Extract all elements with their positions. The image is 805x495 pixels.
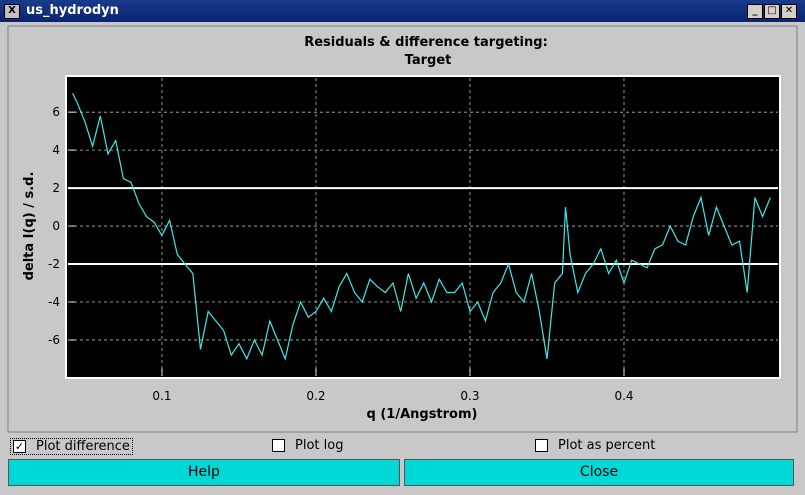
x-axis-label: q (1/Angstrom) — [367, 407, 478, 422]
button[interactable]: Close — [404, 459, 794, 486]
x-tick-label: 0.3 — [460, 389, 479, 403]
data-line — [72, 92, 771, 361]
x-tick-label: 0.2 — [306, 389, 325, 403]
button[interactable]: Help — [8, 459, 400, 486]
y-tick-label: 0 — [52, 219, 60, 233]
chart-title: Residuals & difference targeting: — [304, 35, 548, 50]
plot-area — [65, 75, 781, 379]
checkbox-label: Plot difference — [36, 439, 130, 454]
checkbox[interactable]: Plot as percent — [535, 438, 655, 453]
checkbox-label: Plot as percent — [558, 438, 656, 453]
checkbox[interactable]: Plot log — [272, 438, 343, 453]
x-tick-label: 0.1 — [152, 389, 171, 403]
window-title: us_hydrodyn — [26, 3, 119, 18]
y-tick-label: -4 — [48, 295, 60, 309]
checkbox-box[interactable]: ✓ — [13, 440, 26, 453]
maximize-button[interactable]: □ — [764, 4, 780, 19]
checkbox-label: Plot log — [295, 438, 344, 453]
title-bar: X us_hydrodyn _ □ ✕ — [0, 0, 805, 22]
checkbox-box[interactable] — [272, 439, 285, 452]
chart-subtitle: Target — [405, 53, 452, 68]
y-tick-label: 4 — [52, 143, 60, 157]
close-window-button[interactable]: ✕ — [781, 4, 797, 19]
checkbox[interactable]: ✓ Plot difference — [10, 438, 133, 455]
minimize-button[interactable]: _ — [747, 4, 763, 19]
x-tick-label: 0.4 — [614, 389, 633, 403]
y-tick-label: 2 — [52, 181, 60, 195]
y-tick-label: -6 — [48, 333, 60, 347]
app-icon: X — [4, 4, 20, 19]
y-axis-label: delta I(q) / s.d. — [22, 172, 37, 281]
y-tick-label: 6 — [52, 105, 60, 119]
y-tick-label: -2 — [48, 257, 60, 271]
checkbox-box[interactable] — [535, 439, 548, 452]
